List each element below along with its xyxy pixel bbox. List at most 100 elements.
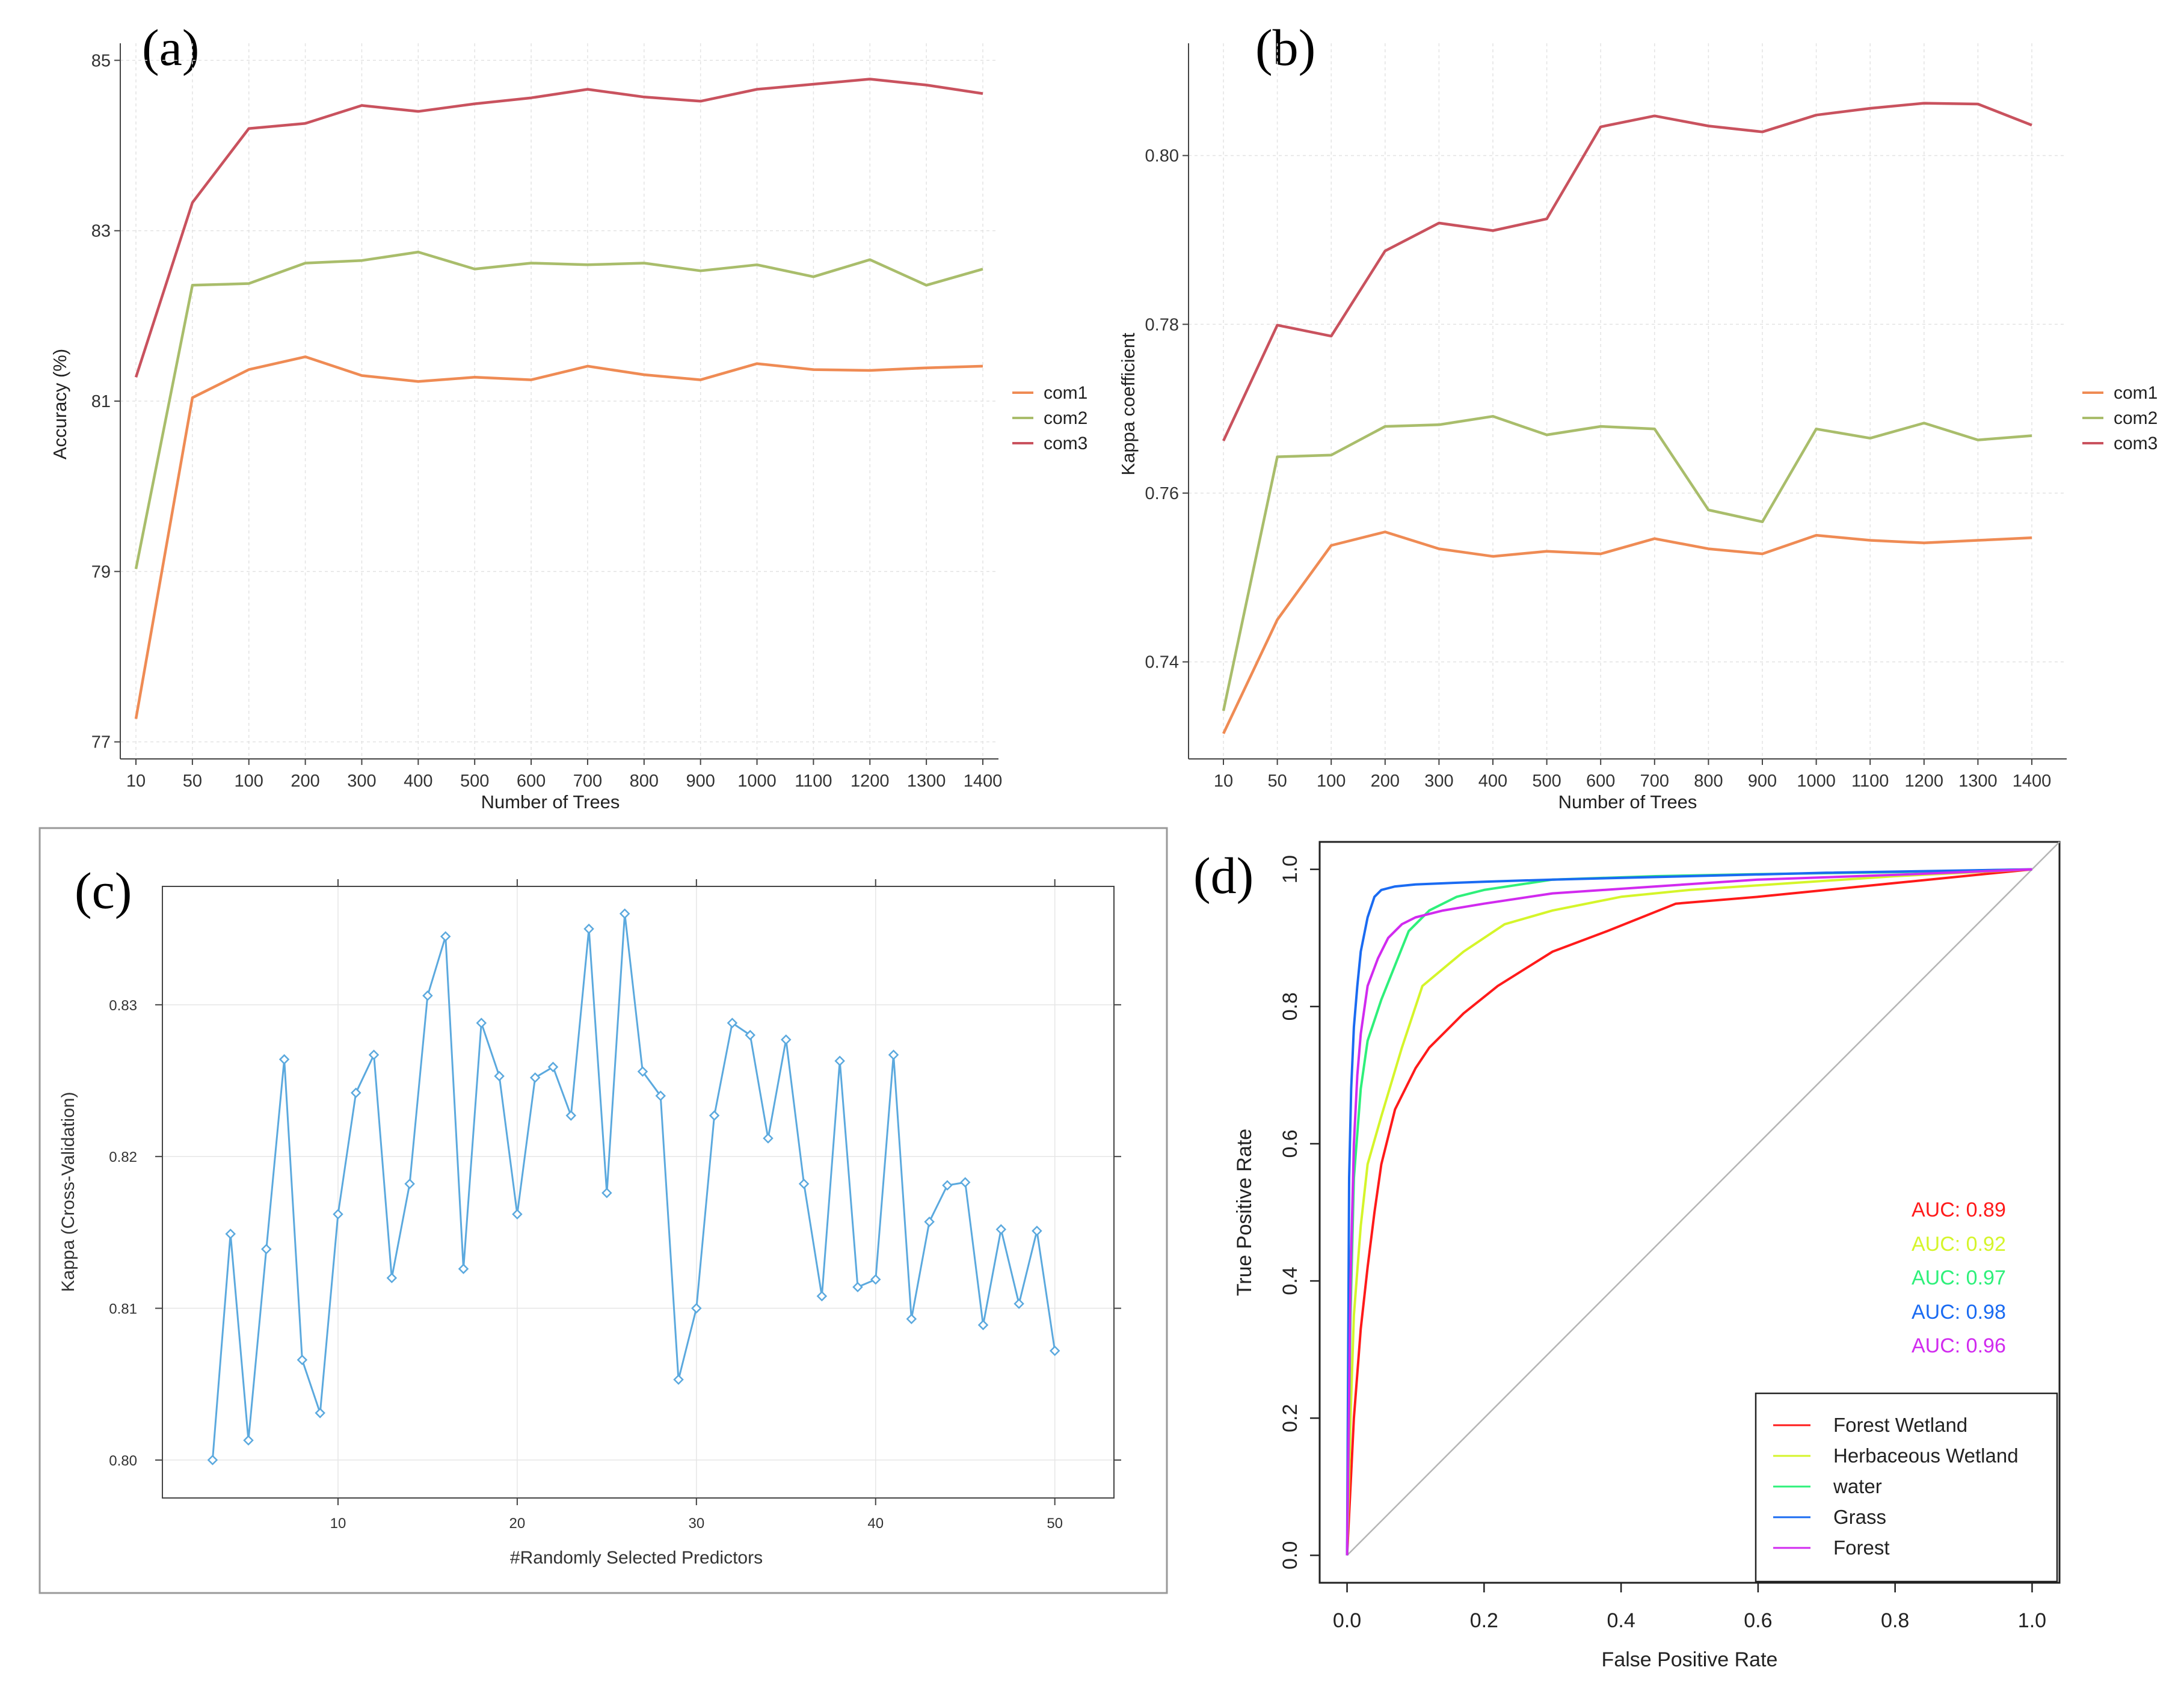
c-point-35 bbox=[781, 1034, 792, 1045]
legend-d-forest-label: Forest bbox=[1833, 1536, 1890, 1559]
c-point-12 bbox=[368, 1049, 380, 1060]
panel-d-plot-border bbox=[1318, 841, 2061, 1584]
a-xtick-label-2: 100 bbox=[235, 772, 263, 791]
panel-b-series bbox=[1222, 102, 2032, 734]
c-point-24 bbox=[583, 923, 594, 935]
d-roc-herbaceous-wetland bbox=[1346, 868, 2032, 1556]
panel-d-chance-diagonal bbox=[1346, 841, 2060, 1556]
c-ytick-label-1: 0.81 bbox=[109, 1301, 137, 1318]
a-xtick-label-12: 1100 bbox=[795, 772, 832, 791]
panel-c-gridlines bbox=[162, 886, 1114, 1498]
d-xtick-label-4: 0.8 bbox=[1881, 1609, 1909, 1632]
a-xtick-label-9: 800 bbox=[630, 772, 659, 791]
c-point-43 bbox=[924, 1216, 935, 1227]
panel-d-x-label: False Positive Rate bbox=[1602, 1648, 1778, 1671]
c-point-47 bbox=[995, 1224, 1007, 1235]
legend-a-com1-label: com1 bbox=[1044, 383, 1087, 403]
b-xtick-label-5: 400 bbox=[1478, 772, 1507, 791]
a-xtick-label-6: 500 bbox=[460, 772, 489, 791]
auc-label-forest: AUC: 0.96 bbox=[1912, 1334, 2006, 1357]
panel-b-y-ticks: 0.74 0.76 0.78 0.80 bbox=[1145, 147, 1189, 672]
c-point-50 bbox=[1049, 1345, 1060, 1356]
c-xtick-label-0: 10 bbox=[330, 1515, 346, 1532]
panel-a: (a) 77 79 81 83 85 10 50 100 200 300 400 500 600 700… bbox=[49, 19, 1087, 812]
a-line-com2 bbox=[134, 250, 983, 569]
a-xtick-label-5: 400 bbox=[404, 772, 432, 791]
b-xtick-label-10: 900 bbox=[1748, 772, 1777, 791]
a-xtick-label-0: 10 bbox=[126, 772, 146, 791]
panel-b-x-label: Number of Trees bbox=[1558, 791, 1697, 812]
b-xtick-label-6: 500 bbox=[1532, 772, 1561, 791]
c-point-4 bbox=[225, 1229, 236, 1239]
c-point-49 bbox=[1032, 1226, 1042, 1236]
b-xtick-label-8: 700 bbox=[1640, 772, 1669, 791]
auc-label-grass: AUC: 0.98 bbox=[1912, 1301, 2006, 1324]
a-xtick-label-1: 50 bbox=[183, 772, 202, 791]
b-line-com2 bbox=[1222, 415, 2032, 711]
c-point-32 bbox=[727, 1017, 738, 1028]
b-xtick-label-2: 100 bbox=[1317, 772, 1346, 791]
c-xtick-label-4: 50 bbox=[1047, 1515, 1063, 1532]
auc-label-herbaceous-wetland: AUC: 0.92 bbox=[1912, 1233, 2006, 1256]
b-xtick-label-7: 600 bbox=[1586, 772, 1615, 791]
panel-c-frame bbox=[38, 827, 1168, 1594]
panel-d-x-ticks: 0.0 0.2 0.4 0.6 0.8 1.0 bbox=[1333, 1583, 2046, 1632]
c-point-38 bbox=[834, 1055, 845, 1066]
d-xtick-label-2: 0.4 bbox=[1607, 1609, 1635, 1632]
d-xtick-label-1: 0.2 bbox=[1470, 1609, 1498, 1632]
panel-b-legend: com1 com2 com3 bbox=[2082, 383, 2158, 453]
panel-b-letter: (b) bbox=[1255, 19, 1315, 76]
b-xtick-label-13: 1200 bbox=[1905, 772, 1944, 791]
d-ytick-label-5: 1.0 bbox=[1279, 855, 1302, 883]
panel-d-letter: (d) bbox=[1193, 847, 1253, 904]
panel-c-plot-border bbox=[162, 886, 1115, 1499]
panel-a-y-ticks: 77 79 81 83 85 bbox=[91, 51, 120, 752]
panel-b-x-ticks: 10 50 100 200 300 400 500 600 700 800 900 1000 1100 1… bbox=[1214, 759, 2051, 791]
panel-b-gridlines bbox=[1189, 43, 2067, 759]
b-ytick-label-2: 0.78 bbox=[1145, 315, 1179, 334]
b-xtick-label-12: 1100 bbox=[1851, 772, 1889, 791]
d-ytick-label-2: 0.4 bbox=[1279, 1266, 1302, 1295]
legend-d-water-label: water bbox=[1833, 1475, 1882, 1497]
panel-d-legend: Forest Wetland Herbaceous Wetland water … bbox=[1755, 1392, 2058, 1583]
b-ytick-label-3: 0.80 bbox=[1145, 147, 1179, 166]
c-point-36 bbox=[798, 1178, 810, 1189]
b-ytick-label-1: 0.76 bbox=[1145, 484, 1179, 503]
c-point-19 bbox=[494, 1070, 505, 1082]
b-xtick-label-4: 300 bbox=[1424, 772, 1453, 791]
b-xtick-label-11: 1000 bbox=[1797, 772, 1836, 791]
c-point-23 bbox=[565, 1110, 577, 1121]
c-point-26 bbox=[619, 908, 630, 919]
c-point-42 bbox=[906, 1313, 917, 1324]
d-roc-forest-wetland bbox=[1346, 868, 2032, 1556]
panel-c-x-label: #Randomly Selected Predictors bbox=[510, 1548, 763, 1568]
panel-b-y-label: Kappa coefficient bbox=[1118, 333, 1139, 476]
c-point-7 bbox=[278, 1054, 290, 1065]
c-ytick-label-2: 0.82 bbox=[109, 1149, 137, 1165]
c-point-6 bbox=[261, 1244, 272, 1254]
c-point-3 bbox=[207, 1455, 218, 1466]
c-point-10 bbox=[333, 1209, 343, 1220]
d-xtick-label-5: 1.0 bbox=[2018, 1609, 2046, 1632]
b-xtick-label-14: 1300 bbox=[1958, 772, 1998, 791]
panel-a-series bbox=[134, 78, 983, 719]
b-line-com3 bbox=[1222, 102, 2032, 441]
c-line-kappa bbox=[211, 912, 1056, 1461]
d-ytick-label-4: 0.8 bbox=[1279, 992, 1302, 1021]
a-xtick-label-14: 1300 bbox=[907, 772, 946, 791]
panel-d: (d) 0.0 0.2 0.4 0.6 0.8 1.0 0.0 0.2 0.4 0.6 0.8 1.… bbox=[1193, 841, 2061, 1671]
panel-d-series bbox=[1346, 868, 2032, 1556]
c-point-40 bbox=[870, 1274, 881, 1285]
c-point-39 bbox=[852, 1281, 863, 1292]
a-line-com1 bbox=[134, 355, 983, 719]
a-ytick-label-4: 85 bbox=[91, 51, 111, 70]
panel-c-y-label: Kappa (Cross-Validation) bbox=[58, 1092, 78, 1292]
c-point-37 bbox=[816, 1291, 828, 1302]
a-xtick-label-15: 1400 bbox=[964, 772, 1003, 791]
c-xtick-label-2: 30 bbox=[688, 1515, 704, 1532]
c-point-15 bbox=[422, 990, 433, 1001]
d-xtick-label-3: 0.6 bbox=[1744, 1609, 1772, 1632]
c-ytick-label-3: 0.83 bbox=[109, 998, 137, 1014]
d-ytick-label-3: 0.6 bbox=[1279, 1129, 1302, 1158]
c-point-22 bbox=[547, 1061, 559, 1073]
